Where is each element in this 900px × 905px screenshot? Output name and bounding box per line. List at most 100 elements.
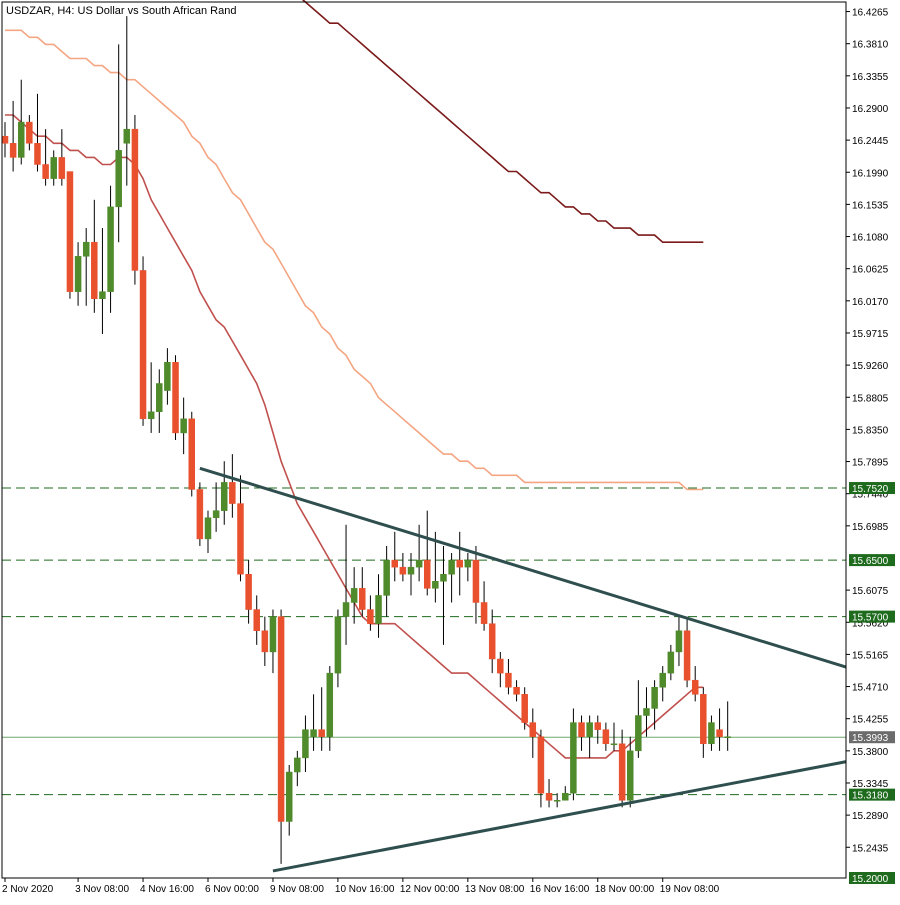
y-tick-label: 15.5165 bbox=[852, 650, 889, 661]
bear-candle bbox=[91, 241, 98, 299]
bull-candle bbox=[269, 616, 277, 653]
bull-candle bbox=[667, 651, 675, 674]
bull-candle bbox=[448, 559, 455, 575]
bull-candle bbox=[440, 573, 447, 582]
bear-candle bbox=[367, 609, 374, 624]
bear-candle bbox=[618, 743, 626, 801]
bull-candle bbox=[17, 121, 25, 158]
y-tick-label: 16.0170 bbox=[852, 297, 889, 308]
bear-candle bbox=[488, 623, 496, 660]
bull-candle bbox=[432, 581, 439, 589]
bear-candle bbox=[399, 566, 407, 575]
bull-candle bbox=[334, 616, 342, 674]
bull-candle bbox=[375, 595, 382, 624]
current-price-label: 15.3993 bbox=[852, 733, 889, 744]
bull-candle bbox=[50, 157, 57, 179]
level-price-tag bbox=[849, 872, 895, 884]
bull-candle bbox=[123, 128, 131, 144]
x-tick-label: 19 Nov 08:00 bbox=[660, 884, 720, 895]
bull-candle bbox=[156, 383, 163, 412]
bear-candle bbox=[237, 503, 244, 575]
x-tick-label: 18 Nov 00:00 bbox=[595, 884, 655, 895]
level-price-label: 15.3180 bbox=[852, 791, 889, 802]
level-price-label: 15.7520 bbox=[852, 484, 889, 495]
y-tick-label: 15.6985 bbox=[852, 522, 889, 533]
y-tick-label: 15.8350 bbox=[852, 425, 889, 436]
bull-candle bbox=[553, 800, 561, 802]
bear-candle bbox=[188, 418, 196, 490]
level-price-label: 15.6500 bbox=[852, 556, 889, 567]
bear-candle bbox=[537, 736, 545, 794]
bear-candle bbox=[456, 559, 463, 568]
y-tick-label: 16.1990 bbox=[852, 168, 889, 179]
bear-candle bbox=[34, 143, 41, 165]
level-price-tag bbox=[849, 788, 895, 801]
trend-lines bbox=[199, 466, 846, 873]
y-tick-label: 15.2890 bbox=[852, 811, 889, 822]
moving-average-line bbox=[5, 29, 704, 491]
bear-candle bbox=[26, 121, 33, 144]
y-tick-label: 15.2435 bbox=[852, 843, 889, 854]
bull-candle bbox=[326, 672, 334, 737]
bull-candle bbox=[164, 362, 171, 391]
x-tick-label: 6 Nov 00:00 bbox=[205, 884, 259, 895]
bear-candle bbox=[66, 171, 74, 292]
bear-candle bbox=[261, 630, 269, 653]
x-tick-label: 9 Nov 08:00 bbox=[270, 884, 324, 895]
y-tick-label: 16.3355 bbox=[852, 72, 889, 83]
x-tick-label: 13 Nov 08:00 bbox=[465, 884, 525, 895]
bear-candle bbox=[700, 694, 707, 745]
bear-candle bbox=[683, 630, 691, 681]
bull-candle bbox=[82, 241, 90, 257]
bear-candle bbox=[9, 143, 17, 158]
bear-candle bbox=[472, 559, 480, 603]
bull-candle bbox=[212, 510, 220, 518]
bull-candle bbox=[99, 291, 106, 299]
y-tick-label: 16.2445 bbox=[852, 136, 889, 147]
bull-candle bbox=[635, 715, 642, 752]
y-tick-label: 15.4710 bbox=[852, 683, 889, 694]
bear-candle bbox=[497, 658, 504, 674]
bear-candle bbox=[277, 616, 285, 822]
bear-candle bbox=[131, 128, 139, 271]
bear-candle bbox=[58, 157, 66, 179]
bull-candle bbox=[107, 206, 114, 292]
y-tick-label: 16.3810 bbox=[852, 40, 889, 51]
bull-candle bbox=[350, 588, 358, 603]
y-tick-label: 15.3800 bbox=[852, 747, 889, 758]
bull-candle bbox=[147, 411, 155, 420]
bear-candle bbox=[42, 164, 49, 179]
y-tick-label: 15.8805 bbox=[852, 393, 889, 404]
bear-candle bbox=[391, 559, 399, 568]
y-tick-label: 15.6075 bbox=[852, 586, 889, 597]
y-tick-label: 15.7440 bbox=[852, 490, 889, 501]
bull-candle bbox=[626, 750, 634, 801]
y-tick-label: 15.5620 bbox=[852, 618, 889, 629]
y-tick-label: 15.9260 bbox=[852, 361, 889, 372]
candles bbox=[1, 16, 731, 864]
bear-candle bbox=[229, 482, 236, 504]
bull-candle bbox=[675, 630, 683, 653]
y-tick-label: 16.2900 bbox=[852, 104, 889, 115]
x-tick-label: 4 Nov 16:00 bbox=[140, 884, 194, 895]
bull-candle bbox=[651, 687, 658, 709]
bear-candle bbox=[480, 602, 488, 624]
bull-candle bbox=[285, 771, 293, 822]
y-tick-label: 15.3345 bbox=[852, 779, 889, 790]
bear-candle bbox=[521, 694, 528, 723]
moving-averages bbox=[5, 0, 704, 759]
bear-candle bbox=[602, 729, 610, 745]
level-price-label: 15.5700 bbox=[852, 613, 889, 624]
level-price-tag bbox=[849, 554, 895, 567]
bull-candle bbox=[74, 256, 82, 292]
bull-candle bbox=[204, 517, 212, 540]
bear-candle bbox=[139, 270, 147, 420]
bear-candle bbox=[245, 573, 252, 610]
bull-candle bbox=[415, 559, 423, 568]
level-price-tag bbox=[849, 482, 895, 495]
level-price-label: 15.2000 bbox=[852, 874, 889, 885]
bear-candle bbox=[505, 672, 512, 688]
bear-candle bbox=[359, 588, 366, 610]
bear-candle bbox=[529, 722, 537, 737]
bear-candle bbox=[691, 679, 699, 695]
